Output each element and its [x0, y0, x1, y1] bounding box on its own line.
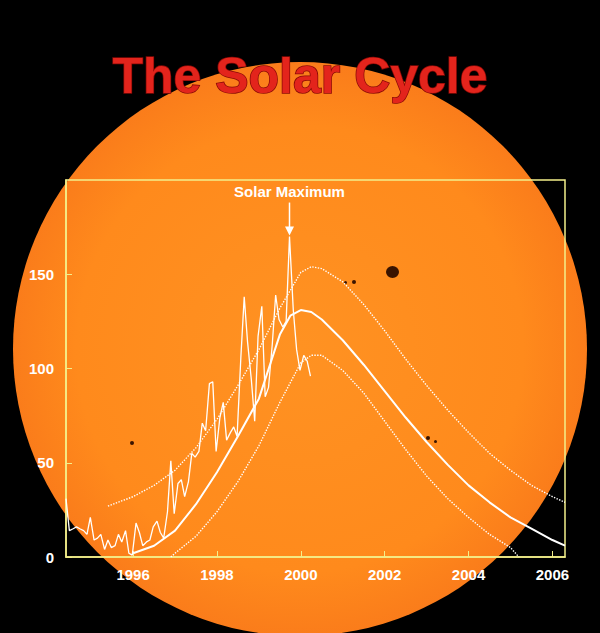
svg-text:50: 50 — [37, 454, 54, 471]
svg-text:The Solar Cycle: The Solar Cycle — [112, 48, 487, 104]
svg-text:1998: 1998 — [200, 566, 233, 583]
svg-text:100: 100 — [29, 360, 54, 377]
svg-text:0: 0 — [46, 549, 54, 566]
svg-text:1996: 1996 — [116, 566, 149, 583]
svg-text:Solar Maximum: Solar Maximum — [234, 183, 345, 200]
svg-text:2006: 2006 — [536, 566, 569, 583]
svg-text:2002: 2002 — [368, 566, 401, 583]
svg-text:2000: 2000 — [284, 566, 317, 583]
svg-text:150: 150 — [29, 266, 54, 283]
svg-text:2004: 2004 — [452, 566, 486, 583]
